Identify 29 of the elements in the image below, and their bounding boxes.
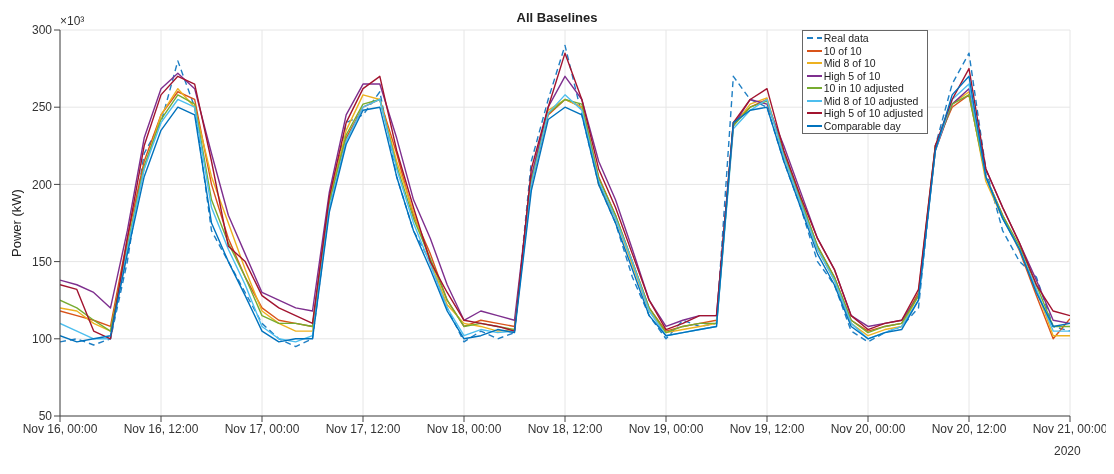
y-axis-title: Power (kW) xyxy=(8,189,24,257)
x-tick-label: Nov 17, 00:00 xyxy=(224,421,300,436)
x-tick-label: Nov 21, 00:00 xyxy=(1032,421,1108,436)
legend-label: High 5 of 10 adjusted xyxy=(823,107,923,120)
text: ×10³ xyxy=(60,14,85,28)
y-tick-label: 100 xyxy=(31,332,53,347)
y-tick-label: 300 xyxy=(31,23,53,38)
legend-label: 10 of 10 xyxy=(823,44,862,57)
x-tick-label: Nov 20, 00:00 xyxy=(830,421,906,436)
legend-label: Comparable day xyxy=(823,119,901,132)
chart-title: All Baselines xyxy=(516,10,598,25)
x-tick-label: Nov 19, 00:00 xyxy=(628,421,704,436)
x-tick-label: Nov 17, 12:00 xyxy=(325,421,401,436)
x-tick-label: Nov 18, 00:00 xyxy=(426,421,502,436)
x-tick-label: Nov 16, 12:00 xyxy=(123,421,199,436)
x-tick-label: Nov 19, 12:00 xyxy=(729,421,805,436)
x-tick-label: Nov 20, 12:00 xyxy=(931,421,1007,436)
y-tick-label: 200 xyxy=(31,177,53,192)
x-tick-label: Nov 16, 00:00 xyxy=(22,421,98,436)
legend-label: Mid 8 of 10 adjusted xyxy=(823,94,919,107)
text: 2020 xyxy=(1054,444,1081,458)
y-tick-label: 50 xyxy=(38,409,53,424)
y-tick-label: 250 xyxy=(31,100,53,115)
legend-label: High 5 of 10 xyxy=(823,69,881,82)
y-tick-label: 150 xyxy=(31,254,53,269)
legend-label: Real data xyxy=(823,32,869,45)
x-tick-label: Nov 18, 12:00 xyxy=(527,421,603,436)
legend-label: Mid 8 of 10 xyxy=(823,57,876,70)
legend-label: 10 in 10 adjusted xyxy=(823,82,904,95)
